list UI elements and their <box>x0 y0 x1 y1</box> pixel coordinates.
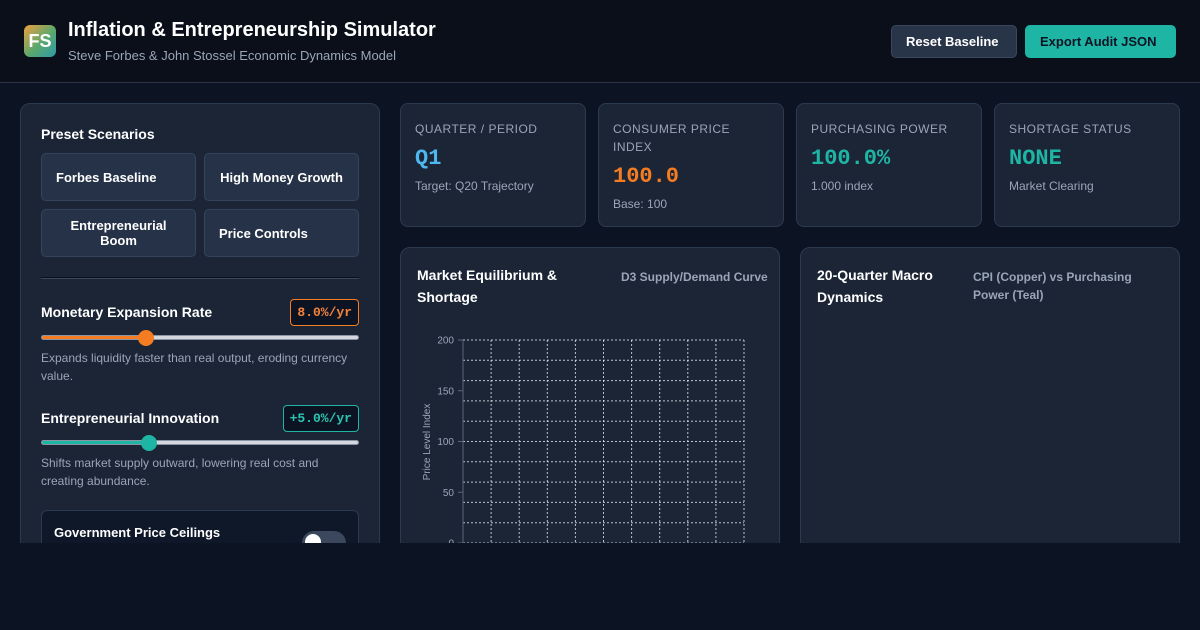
stat-value: 100.0% <box>811 146 891 171</box>
y-tick-label: 0 <box>448 539 454 544</box>
macro-chart-panel: 20-Quarter Macro Dynamics CPI (Copper) v… <box>800 247 1180 543</box>
stat-label: Consumer Price Index <box>613 122 731 154</box>
innovation-label: Entrepreneurial Innovation <box>41 410 220 426</box>
stat-value: 100.0 <box>613 164 680 189</box>
stat-card-shortage: Shortage Status NONE Market Clearing <box>994 103 1180 227</box>
sidebar-divider <box>41 277 359 279</box>
price-ceilings-label: Government Price Ceilings <box>54 525 221 540</box>
y-axis-label: Price Level Index <box>422 404 433 481</box>
equilibrium-chart-title: Market Equilibrium & Shortage <box>417 267 558 305</box>
monetary-expansion-fill <box>42 336 147 339</box>
stat-sub: Base: 100 <box>613 197 668 211</box>
innovation-thumb[interactable] <box>141 435 158 451</box>
innovation-slider[interactable] <box>41 435 359 451</box>
stat-card-quarter: Quarter / Period Q1 Target: Q20 Trajecto… <box>400 103 586 227</box>
y-tick-label: 150 <box>437 386 454 397</box>
reset-baseline-button[interactable]: Reset Baseline <box>891 25 1017 58</box>
toggle-knob <box>305 534 321 543</box>
stat-label: Shortage Status <box>1009 122 1132 136</box>
equilibrium-chart-note: D3 Supply/Demand Curve <box>621 270 768 284</box>
innovation-description: Shifts market supply outward, lowering r… <box>41 456 319 488</box>
stat-value: Q1 <box>415 146 442 171</box>
price-ceilings-card: Government Price Ceilings <box>41 510 359 543</box>
app-title: Inflation & Entrepreneurship Simulator <box>68 19 436 41</box>
app-subtitle: Steve Forbes & John Stossel Economic Dyn… <box>68 48 397 63</box>
y-tick-label: 100 <box>437 437 454 448</box>
macro-chart-note: CPI (Copper) vs Purchasing Power (Teal) <box>973 270 1132 302</box>
equilibrium-chart: 200 150 100 50 0 Price Level Index <box>422 336 745 544</box>
stat-label: Purchasing Power <box>811 122 948 136</box>
stat-sub: Target: Q20 Trajectory <box>415 179 534 193</box>
export-audit-json-button[interactable]: Export Audit JSON <box>1025 25 1176 58</box>
stat-sub: Market Clearing <box>1009 179 1094 193</box>
innovation-fill <box>42 441 150 444</box>
app-logo: FS <box>24 25 56 57</box>
stat-value: NONE <box>1009 146 1062 171</box>
y-tick-label: 50 <box>443 488 455 499</box>
equilibrium-chart-panel: Market Equilibrium & Shortage D3 Supply/… <box>400 247 780 543</box>
monetary-expansion-slider[interactable] <box>41 330 359 346</box>
preset-high-money-growth-button[interactable]: High Money Growth <box>204 153 359 201</box>
price-ceilings-toggle[interactable] <box>302 531 346 543</box>
stat-card-cpi: Consumer Price Index 100.0 Base: 100 <box>598 103 784 227</box>
innovation-value: +5.0%/yr <box>282 405 359 432</box>
control-sidebar: Preset Scenarios Forbes Baseline High Mo… <box>20 103 380 543</box>
app-header: FS Inflation & Entrepreneurship Simulato… <box>0 0 1200 83</box>
stat-label: Quarter / Period <box>415 122 538 136</box>
monetary-expansion-label: Monetary Expansion Rate <box>41 304 213 320</box>
monetary-expansion-value: 8.0%/yr <box>290 299 359 326</box>
stat-card-purchasing-power: Purchasing Power 100.0% 1.000 index <box>796 103 982 227</box>
main-content: Preset Scenarios Forbes Baseline High Mo… <box>0 83 1200 543</box>
preset-entrepreneurial-boom-button[interactable]: Entrepreneurial Boom <box>41 209 196 257</box>
preset-price-controls-button[interactable]: Price Controls <box>204 209 359 257</box>
preset-forbes-baseline-button[interactable]: Forbes Baseline <box>41 153 196 201</box>
stat-sub: 1.000 index <box>811 179 874 193</box>
y-tick-label: 200 <box>437 336 454 347</box>
preset-scenarios-title: Preset Scenarios <box>41 126 155 142</box>
monetary-expansion-description: Expands liquidity faster than real outpu… <box>41 351 348 383</box>
monetary-expansion-thumb[interactable] <box>138 330 155 346</box>
macro-chart-title: 20-Quarter Macro Dynamics <box>817 267 933 305</box>
